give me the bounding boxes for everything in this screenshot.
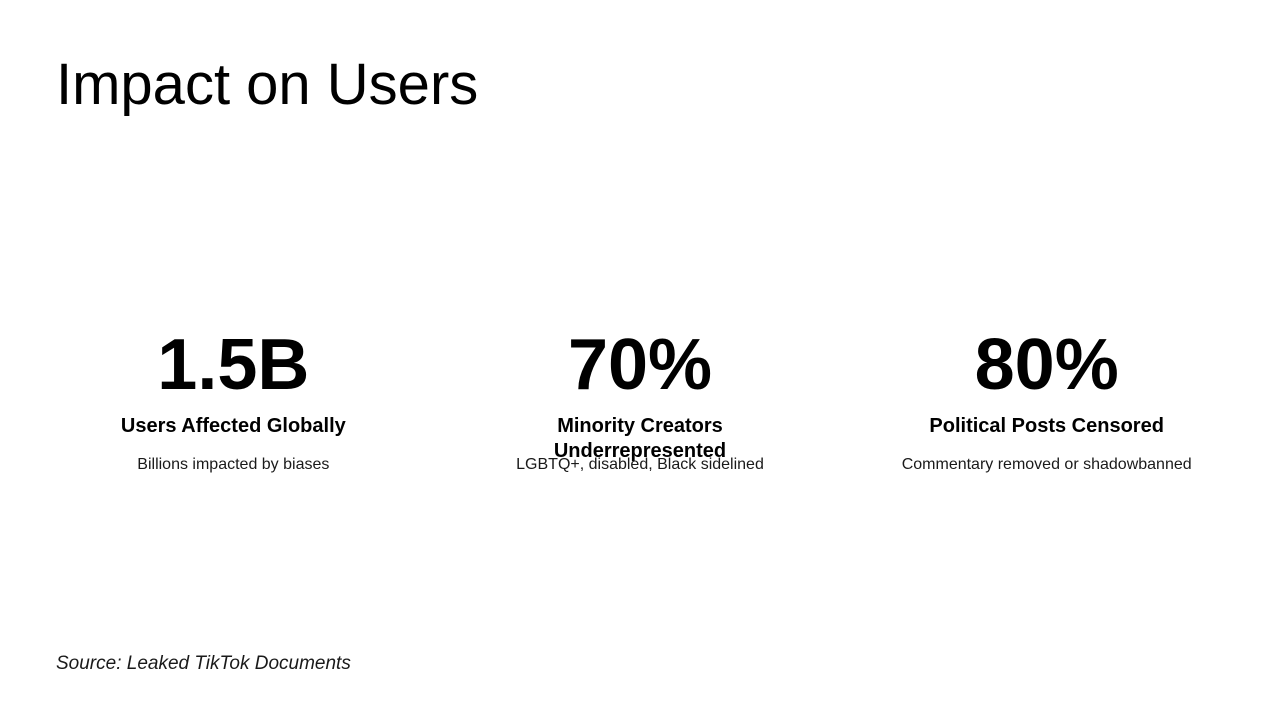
stat-description: Commentary removed or shadowbanned <box>901 456 1192 473</box>
stat-column-users-affected: 1.5B Users Affected Globally Billions im… <box>30 329 437 476</box>
stat-description: Billions impacted by biases <box>137 456 330 473</box>
stat-value: 1.5B <box>157 325 310 405</box>
stat-value: 80% <box>974 325 1119 405</box>
stat-label: Minority Creators Underrepresented <box>553 415 727 462</box>
stat-column-political-posts: 80% Political Posts Censored Commentary … <box>843 329 1250 476</box>
stat-value: 70% <box>567 325 713 405</box>
stats-row: 1.5B Users Affected Globally Billions im… <box>30 329 1250 476</box>
stat-column-minority-creators: 70% Minority Creators Underrepresented L… <box>437 329 844 476</box>
stat-label: Political Posts Censored <box>929 415 1164 437</box>
stat-description: LGBTQ+, disabled, Black sidelined <box>516 456 764 473</box>
slide-title: Impact on Users <box>56 52 479 117</box>
stat-label: Users Affected Globally <box>120 415 346 437</box>
source-attribution: Source: Leaked TikTok Documents <box>56 653 351 674</box>
